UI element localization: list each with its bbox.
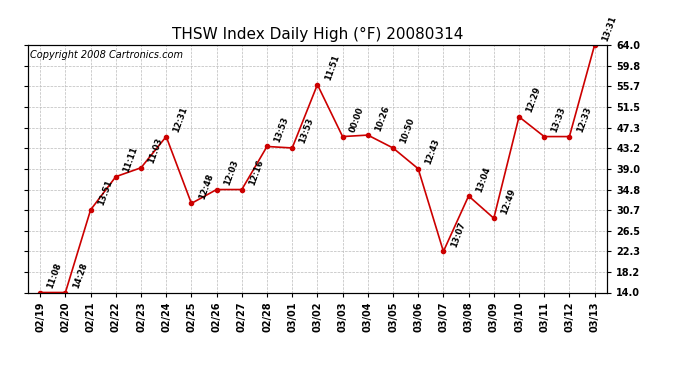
Text: 12:16: 12:16 [247, 158, 265, 187]
Text: 11:03: 11:03 [146, 137, 164, 165]
Text: 13:33: 13:33 [550, 106, 567, 134]
Text: 00:00: 00:00 [348, 106, 366, 134]
Text: 12:43: 12:43 [424, 138, 442, 166]
Text: Copyright 2008 Cartronics.com: Copyright 2008 Cartronics.com [30, 50, 184, 60]
Text: 13:51: 13:51 [96, 179, 114, 207]
Text: 11:11: 11:11 [121, 146, 139, 174]
Text: 13:31: 13:31 [600, 14, 618, 42]
Text: 13:53: 13:53 [298, 117, 315, 145]
Title: THSW Index Daily High (°F) 20080314: THSW Index Daily High (°F) 20080314 [172, 27, 463, 42]
Text: 13:53: 13:53 [273, 116, 290, 144]
Text: 12:29: 12:29 [524, 86, 542, 114]
Text: 10:50: 10:50 [399, 117, 416, 145]
Text: 12:48: 12:48 [197, 172, 215, 201]
Text: 11:51: 11:51 [323, 54, 341, 82]
Text: 10:26: 10:26 [373, 104, 391, 132]
Text: 11:08: 11:08 [46, 262, 63, 290]
Text: 12:03: 12:03 [222, 159, 239, 187]
Text: 12:49: 12:49 [500, 187, 517, 216]
Text: 13:07: 13:07 [449, 220, 466, 249]
Text: 14:28: 14:28 [71, 261, 88, 290]
Text: 13:04: 13:04 [474, 165, 492, 193]
Text: 12:31: 12:31 [172, 106, 189, 134]
Text: 12:33: 12:33 [575, 106, 593, 134]
